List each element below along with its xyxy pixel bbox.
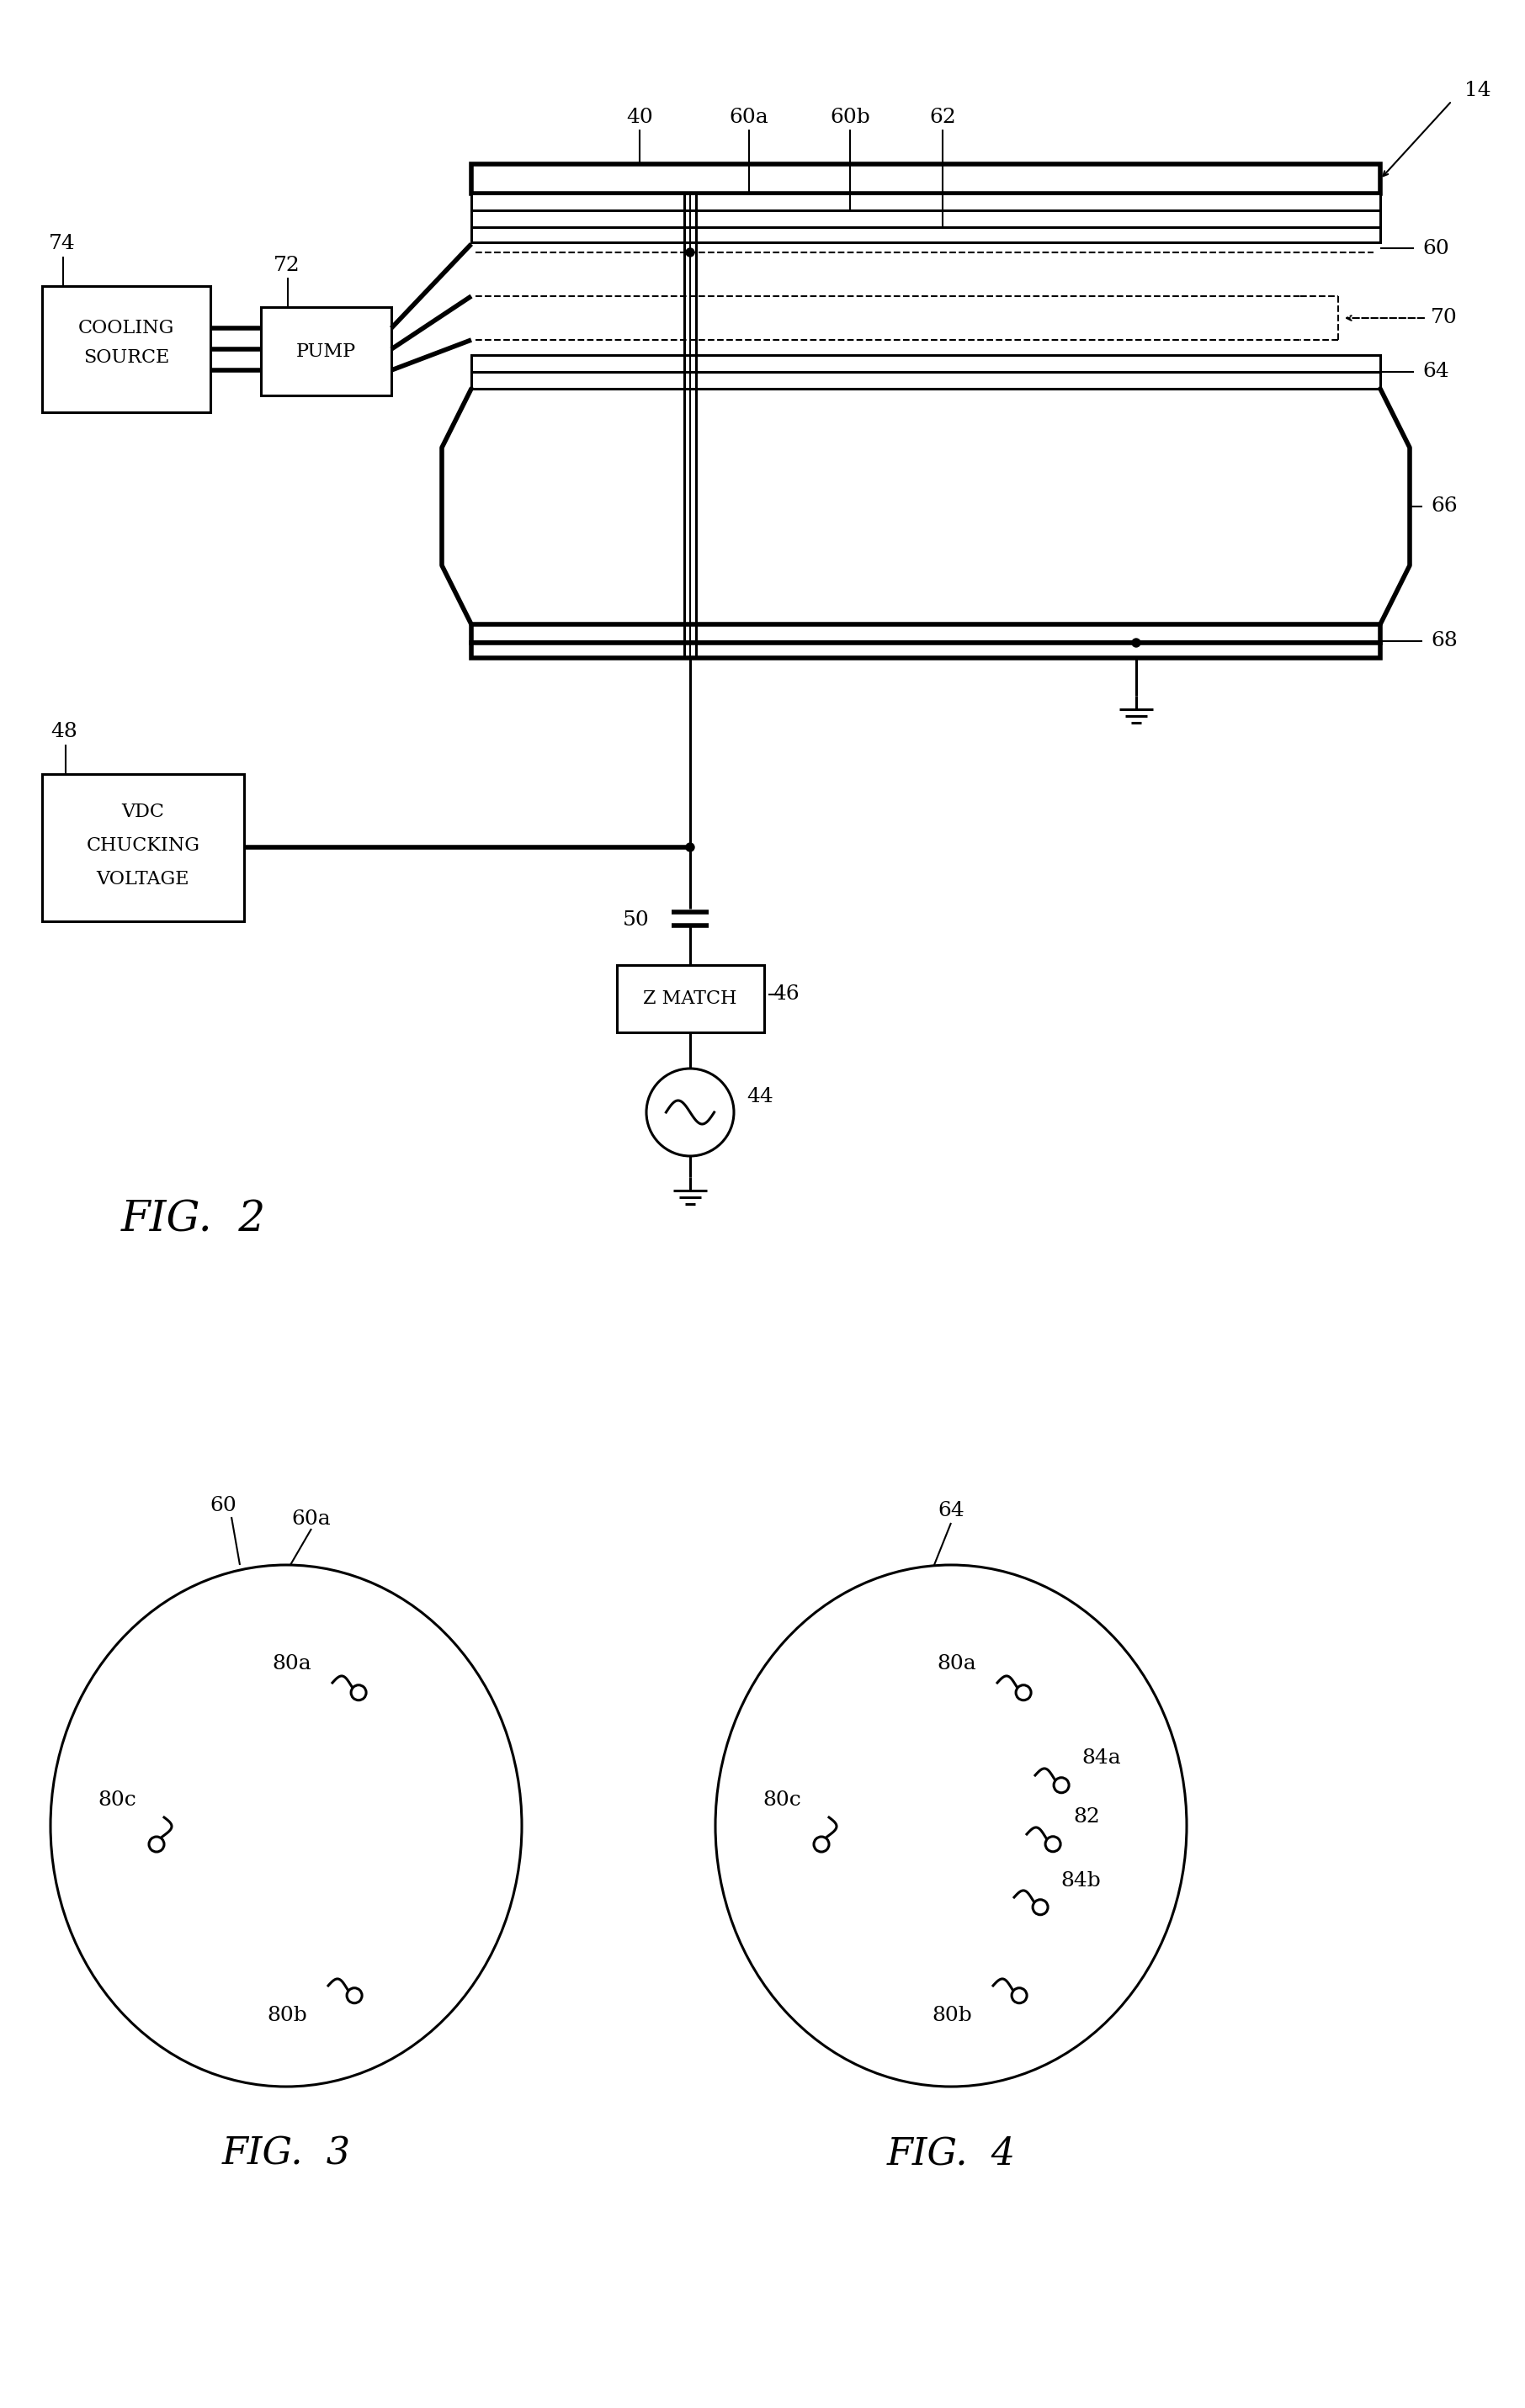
Text: PUMP: PUMP <box>296 342 355 361</box>
Ellipse shape <box>50 1565 522 2088</box>
Text: 60b: 60b <box>830 108 871 128</box>
Text: 50: 50 <box>622 910 650 929</box>
Bar <box>471 624 1380 643</box>
Text: Z MATCH: Z MATCH <box>644 990 737 1009</box>
Text: 60a: 60a <box>729 108 769 128</box>
Text: 80b: 80b <box>932 2006 971 2025</box>
Text: 66: 66 <box>1430 496 1458 515</box>
Text: 72: 72 <box>273 255 300 275</box>
Text: 80c: 80c <box>98 1792 136 1811</box>
Circle shape <box>1045 1837 1060 1852</box>
Circle shape <box>1132 638 1141 648</box>
Text: 40: 40 <box>627 108 653 128</box>
Text: FIG.  3: FIG. 3 <box>221 2136 351 2172</box>
Text: 84b: 84b <box>1060 1871 1101 1890</box>
Text: 84a: 84a <box>1081 1748 1121 1767</box>
Text: 60: 60 <box>1423 238 1449 258</box>
Bar <box>261 308 392 395</box>
Bar <box>471 371 1380 388</box>
Circle shape <box>686 843 694 852</box>
Circle shape <box>351 1686 366 1700</box>
Text: 70: 70 <box>1430 308 1458 327</box>
Bar <box>471 209 1380 226</box>
Text: 74: 74 <box>49 234 76 253</box>
Text: VOLTAGE: VOLTAGE <box>96 869 189 889</box>
Bar <box>618 966 764 1033</box>
Text: 60: 60 <box>209 1495 236 1515</box>
Text: 68: 68 <box>1430 631 1458 650</box>
Circle shape <box>647 1069 734 1156</box>
Circle shape <box>149 1837 165 1852</box>
Text: FIG.  2: FIG. 2 <box>120 1199 265 1240</box>
Text: 80b: 80b <box>267 2006 307 2025</box>
Text: 48: 48 <box>50 722 78 742</box>
Text: 82: 82 <box>1074 1808 1100 1828</box>
Text: 64: 64 <box>1423 361 1449 380</box>
Text: 46: 46 <box>773 985 799 1004</box>
Bar <box>471 354 1380 371</box>
Text: 64: 64 <box>938 1500 964 1519</box>
Text: SOURCE: SOURCE <box>84 349 169 366</box>
Bar <box>471 643 1380 657</box>
Circle shape <box>1016 1686 1031 1700</box>
Circle shape <box>686 248 694 258</box>
Circle shape <box>346 1989 361 2003</box>
Bar <box>471 193 1380 209</box>
Text: 60a: 60a <box>291 1510 331 1529</box>
Circle shape <box>1032 1900 1048 1914</box>
Bar <box>43 773 244 922</box>
Text: 80a: 80a <box>271 1654 311 1674</box>
Circle shape <box>814 1837 830 1852</box>
Text: 62: 62 <box>929 108 956 128</box>
Text: VDC: VDC <box>122 802 165 821</box>
Text: COOLING: COOLING <box>78 318 174 337</box>
Ellipse shape <box>715 1565 1186 2088</box>
Text: 80c: 80c <box>762 1792 801 1811</box>
Text: 80a: 80a <box>936 1654 976 1674</box>
Text: 44: 44 <box>747 1088 773 1108</box>
Circle shape <box>1054 1777 1069 1792</box>
Bar <box>43 287 210 412</box>
Text: FIG.  4: FIG. 4 <box>886 2136 1016 2172</box>
Circle shape <box>1011 1989 1026 2003</box>
Bar <box>471 164 1380 193</box>
Text: CHUCKING: CHUCKING <box>87 836 200 855</box>
Bar <box>471 226 1380 243</box>
Text: 14: 14 <box>1464 82 1491 101</box>
